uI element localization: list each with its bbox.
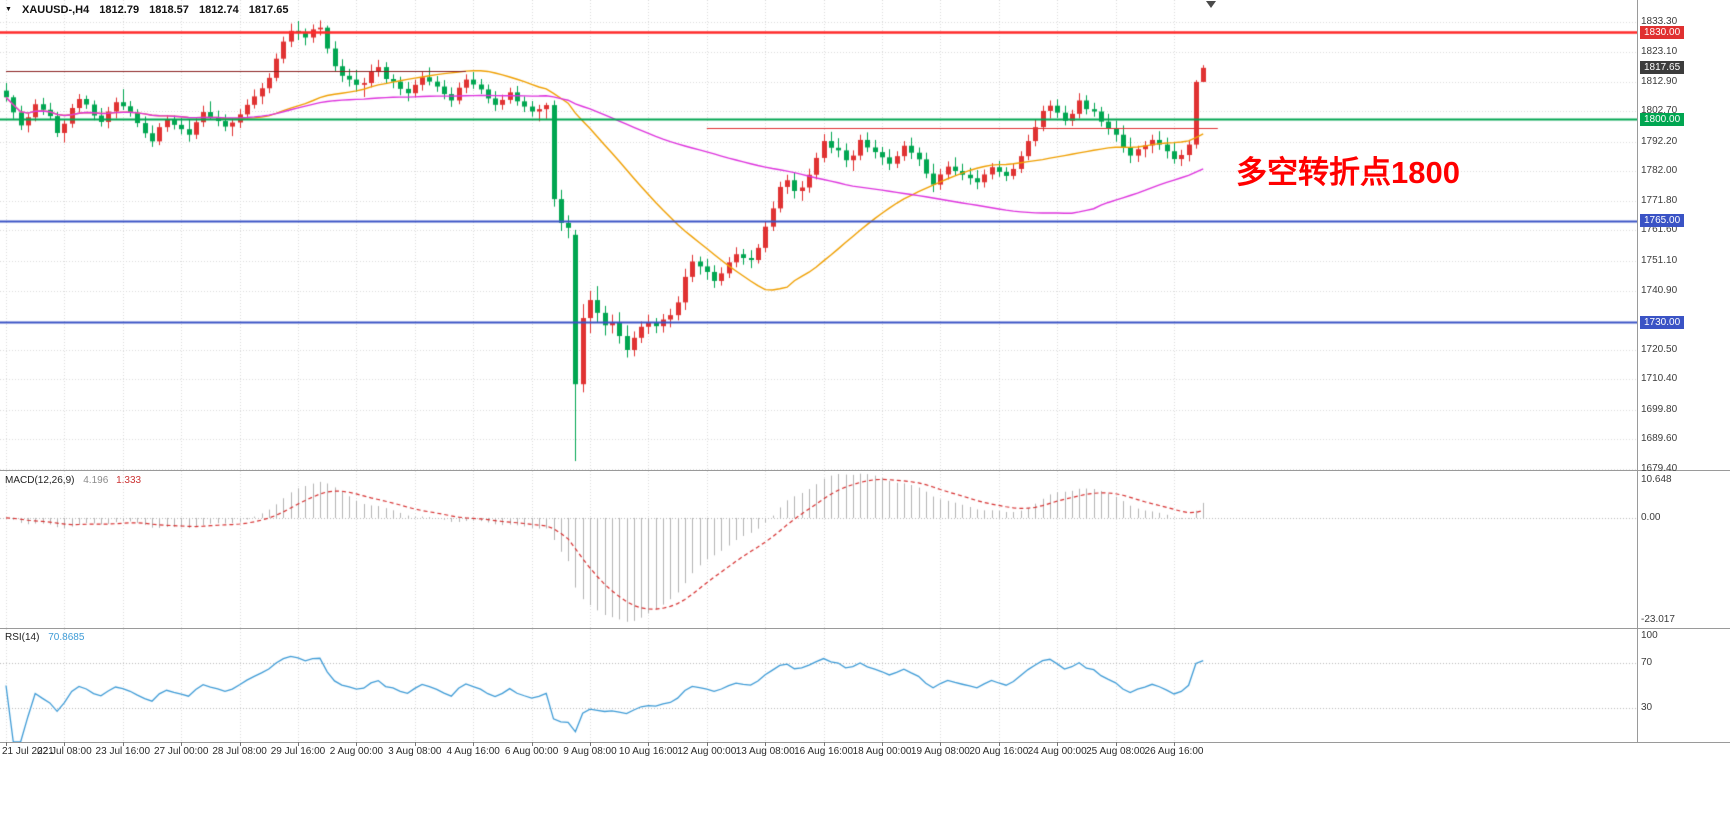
price-axis-label: 1812.90 <box>1641 75 1678 87</box>
price-tag: 1817.65 <box>1640 61 1685 75</box>
time-axis-label: 10 Aug 16:00 <box>618 746 678 757</box>
time-axis-label: 19 Aug 08:00 <box>910 746 970 757</box>
rsi-axis-label: 70 <box>1641 656 1653 668</box>
rsi-label: RSI(14) <box>5 632 40 643</box>
price-axis-label: 1782.00 <box>1641 165 1678 177</box>
price-axis-label: 1761.60 <box>1641 224 1678 236</box>
rsi-axis-label: 30 <box>1641 702 1653 714</box>
time-scale-separator <box>0 742 1730 743</box>
time-tick <box>473 742 474 746</box>
time-tick <box>882 742 883 746</box>
time-axis-label: 12 Aug 00:00 <box>677 746 737 757</box>
time-tick <box>1174 742 1175 746</box>
time-axis-label: 22 Jul 08:00 <box>37 746 92 757</box>
rsi-axis-label: 100 <box>1641 630 1658 641</box>
rsi-chart-canvas[interactable] <box>0 629 1637 742</box>
macd-chart-canvas[interactable] <box>0 471 1637 628</box>
price-chart-canvas[interactable] <box>0 0 1637 470</box>
price-axis-label: 1751.10 <box>1641 254 1678 266</box>
time-axis-label: 27 Jul 00:00 <box>153 746 209 757</box>
price-axis-label: 1833.30 <box>1641 16 1678 28</box>
time-axis-label: 23 Jul 16:00 <box>95 746 151 757</box>
symbol-timeframe-label: XAUUSD-,H4 <box>22 4 90 16</box>
symbol-header: ▼ XAUUSD-,H4 1812.79 1818.57 1812.74 181… <box>5 4 296 16</box>
chart-shift-marker[interactable] <box>1206 1 1216 8</box>
time-tick <box>707 742 708 746</box>
price-tag: 1830.00 <box>1640 25 1685 39</box>
rsi-header: RSI(14) 70.8685 <box>5 632 84 643</box>
time-tick <box>1116 742 1117 746</box>
time-axis-label: 6 Aug 00:00 <box>504 746 559 757</box>
time-axis-label: 29 Jul 16:00 <box>270 746 326 757</box>
price-tag: 1730.00 <box>1640 315 1685 329</box>
time-axis-label: 28 Jul 08:00 <box>212 746 267 757</box>
collapse-icon[interactable]: ▼ <box>5 6 12 13</box>
macd-axis-label: 10.648 <box>1641 474 1672 485</box>
rsi-value: 70.8685 <box>48 632 85 643</box>
macd-label: MACD(12,26,9) <box>5 475 75 486</box>
macd-axis-label: 0.00 <box>1641 511 1661 523</box>
panel-separator[interactable] <box>0 470 1730 471</box>
price-axis-label: 1771.80 <box>1641 194 1678 206</box>
price-axis-label: 1689.60 <box>1641 433 1678 445</box>
time-axis-label: 3 Aug 08:00 <box>388 746 442 757</box>
time-axis-label: 18 Aug 00:00 <box>852 746 912 757</box>
time-axis-label: 25 Aug 08:00 <box>1086 746 1146 757</box>
price-tag: 1765.00 <box>1640 214 1685 228</box>
price-annotation[interactable]: 多空转折点1800 <box>1236 155 1460 190</box>
time-tick <box>648 742 649 746</box>
time-tick <box>1057 742 1058 746</box>
time-tick <box>298 742 299 746</box>
macd-header: MACD(12,26,9) 4.196 1.333 <box>5 475 141 486</box>
time-tick <box>940 742 941 746</box>
time-scale[interactable]: 21 Jul 2021 22 Jul 08:00 23 Jul 16:00 27 Ju… <box>0 742 1730 762</box>
price-axis-label: 1823.10 <box>1641 46 1678 58</box>
price-tag: 1800.00 <box>1640 112 1685 126</box>
time-tick <box>415 742 416 746</box>
time-tick <box>824 742 825 746</box>
time-tick <box>64 742 65 746</box>
time-tick <box>765 742 766 746</box>
time-axis-label: 9 Aug 08:00 <box>563 746 617 757</box>
price-axis-label: 1710.40 <box>1641 372 1678 384</box>
time-tick <box>356 742 357 746</box>
price-axis-label: 1792.20 <box>1641 135 1678 147</box>
time-tick <box>123 742 124 746</box>
time-tick <box>999 742 1000 746</box>
price-scale-divider <box>1637 0 1638 742</box>
time-tick <box>6 742 7 746</box>
time-axis-label: 20 Aug 16:00 <box>969 746 1029 757</box>
macd-signal-value: 1.333 <box>116 475 142 486</box>
macd-main-value: 4.196 <box>83 475 109 486</box>
time-tick <box>590 742 591 746</box>
time-axis-label: 2 Aug 00:00 <box>329 746 384 757</box>
price-axis-label: 1679.40 <box>1641 462 1678 474</box>
price-axis-label: 1720.50 <box>1641 343 1678 355</box>
price-axis-label: 1802.70 <box>1641 105 1678 117</box>
time-axis-label: 4 Aug 16:00 <box>446 746 500 757</box>
time-axis-label: 21 Jul 2021 <box>2 746 54 757</box>
price-axis-label: 1699.80 <box>1641 403 1678 415</box>
time-axis-label: 16 Aug 16:00 <box>794 746 854 757</box>
time-axis-label: 26 Aug 16:00 <box>1144 746 1204 757</box>
close-value: 1817.65 <box>248 4 289 16</box>
time-tick <box>181 742 182 746</box>
time-axis-label: 24 Aug 00:00 <box>1027 746 1087 757</box>
price-axis-label: 1740.90 <box>1641 284 1678 296</box>
time-tick <box>532 742 533 746</box>
time-axis-label: 13 Aug 08:00 <box>735 746 795 757</box>
macd-axis-label: -23.017 <box>1641 614 1675 625</box>
price-scale[interactable]: 1833.30 1823.10 1812.90 1802.70 1792.20 1782.… <box>1638 0 1730 742</box>
low-value: 1812.74 <box>198 4 239 16</box>
open-value: 1812.79 <box>99 4 140 16</box>
panel-separator[interactable] <box>0 628 1730 629</box>
time-tick <box>240 742 241 746</box>
high-value: 1818.57 <box>149 4 189 16</box>
